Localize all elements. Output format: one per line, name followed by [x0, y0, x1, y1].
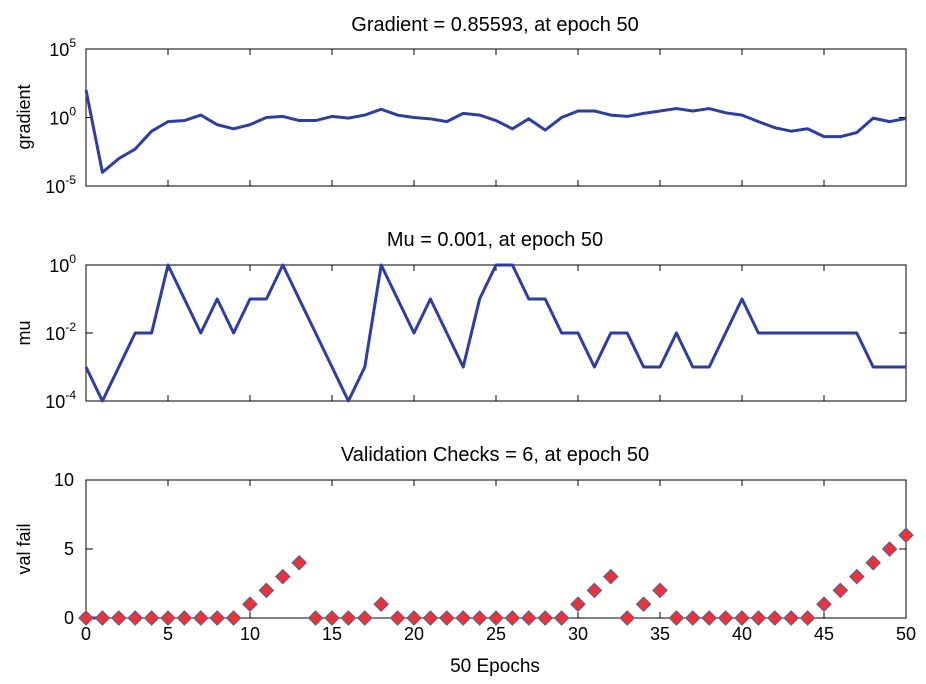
gradient-title: Gradient = 0.85593, at epoch 50 — [351, 14, 638, 36]
val-fail-marker — [881, 541, 898, 557]
y-tick-label: 0 — [64, 608, 74, 628]
val-fail-marker — [340, 610, 357, 626]
val-fail-marker — [783, 610, 800, 626]
y-tick-label: 10-4 — [45, 388, 76, 412]
val-fail-marker — [504, 610, 521, 626]
val-fail-marker — [209, 610, 226, 626]
gradient-y-tick-labels: 10-5 100 105 — [45, 36, 76, 197]
val-fail-marker — [291, 554, 308, 571]
gradient-series-line — [84, 89, 907, 174]
validation-x-axis-label: 50 Epochs — [450, 656, 540, 677]
val-fail-marker — [127, 610, 144, 626]
val-fail-marker — [242, 596, 258, 613]
val-fail-marker — [816, 596, 832, 613]
val-fail-marker — [406, 610, 422, 626]
gradient-y-axis-label: gradient — [14, 84, 34, 149]
val-fail-marker — [537, 610, 554, 626]
val-fail-marker — [832, 582, 849, 599]
validation-axes-box — [85, 479, 907, 619]
x-tick-label: 5 — [163, 624, 173, 644]
val-fail-marker — [488, 610, 504, 626]
val-fail-marker — [389, 610, 406, 626]
x-tick-label: 30 — [568, 624, 588, 644]
x-tick-label: 25 — [486, 624, 506, 644]
val-fail-marker — [652, 582, 668, 599]
val-fail-marker — [324, 610, 340, 626]
val-fail-marker — [570, 596, 586, 613]
val-fail-marker — [520, 610, 537, 626]
x-tick-label: 15 — [322, 624, 342, 644]
val-fail-marker — [586, 582, 603, 599]
val-fail-marker — [438, 610, 455, 626]
val-fail-marker — [668, 610, 685, 626]
val-fail-marker — [471, 610, 488, 626]
x-tick-label: 45 — [814, 624, 834, 644]
val-fail-marker — [160, 610, 176, 626]
mu-panel: Mu = 0.001, at epoch 50 10-4 10-2 100 mu — [14, 229, 907, 412]
y-tick-label: 5 — [64, 539, 74, 559]
validation-y-tick-labels: 0 5 10 — [54, 470, 74, 628]
val-fail-marker — [898, 527, 914, 544]
val-fail-marker — [143, 610, 160, 626]
mu-y-axis-label: mu — [14, 320, 34, 345]
gradient-panel: Gradient = 0.85593, at epoch 50 10-51001… — [14, 14, 907, 197]
val-fail-marker — [635, 596, 652, 613]
validation-x-tick-labels: 0 5 10 15 20 25 30 35 40 45 50 — [81, 624, 916, 644]
validation-markers — [78, 527, 914, 626]
validation-y-axis-label: val fail — [14, 523, 34, 574]
y-tick-label: 10-5 — [45, 173, 76, 197]
val-fail-marker — [799, 610, 816, 626]
val-fail-marker — [356, 610, 373, 626]
val-fail-marker — [701, 610, 718, 626]
x-tick-label: 0 — [81, 624, 91, 644]
x-tick-label: 35 — [650, 624, 670, 644]
mu-series-line — [84, 263, 906, 403]
mu-y-tick-labels: 10-4 10-2 100 — [45, 252, 76, 412]
x-tick-label: 50 — [896, 624, 916, 644]
validation-title: Validation Checks = 6, at epoch 50 — [341, 444, 649, 466]
val-fail-marker — [94, 610, 111, 626]
val-fail-marker — [848, 568, 865, 585]
val-fail-marker — [373, 596, 390, 613]
y-tick-label: 100 — [49, 252, 76, 276]
y-tick-label: 105 — [49, 36, 76, 60]
val-fail-marker — [766, 610, 783, 626]
val-fail-marker — [110, 610, 127, 626]
gradient-ticks — [85, 48, 907, 187]
x-tick-label: 20 — [404, 624, 424, 644]
x-tick-label: 10 — [240, 624, 260, 644]
validation-ticks — [85, 479, 907, 619]
y-tick-label: 10 — [54, 470, 74, 490]
gradient-axes-box — [85, 48, 907, 187]
val-fail-marker — [619, 610, 636, 626]
val-fail-marker — [192, 610, 209, 626]
val-fail-marker — [602, 568, 619, 585]
val-fail-marker — [455, 610, 472, 626]
val-fail-marker — [258, 582, 275, 599]
x-tick-label: 40 — [732, 624, 752, 644]
y-tick-label: 100 — [49, 105, 76, 129]
val-fail-marker — [750, 610, 767, 626]
val-fail-marker — [176, 610, 193, 626]
mu-title: Mu = 0.001, at epoch 50 — [387, 229, 603, 251]
val-fail-marker — [274, 568, 291, 585]
val-fail-marker — [225, 610, 242, 626]
val-fail-marker — [865, 554, 882, 571]
val-fail-marker — [78, 610, 94, 626]
val-fail-marker — [734, 610, 750, 626]
val-fail-marker — [553, 610, 570, 626]
val-fail-marker — [717, 610, 734, 626]
val-fail-marker — [684, 610, 701, 626]
val-fail-marker — [307, 610, 324, 626]
validation-panel: Validation Checks = 6, at epoch 50 0510 … — [14, 444, 916, 677]
y-tick-label: 10-2 — [45, 320, 76, 344]
val-fail-marker — [422, 610, 439, 626]
